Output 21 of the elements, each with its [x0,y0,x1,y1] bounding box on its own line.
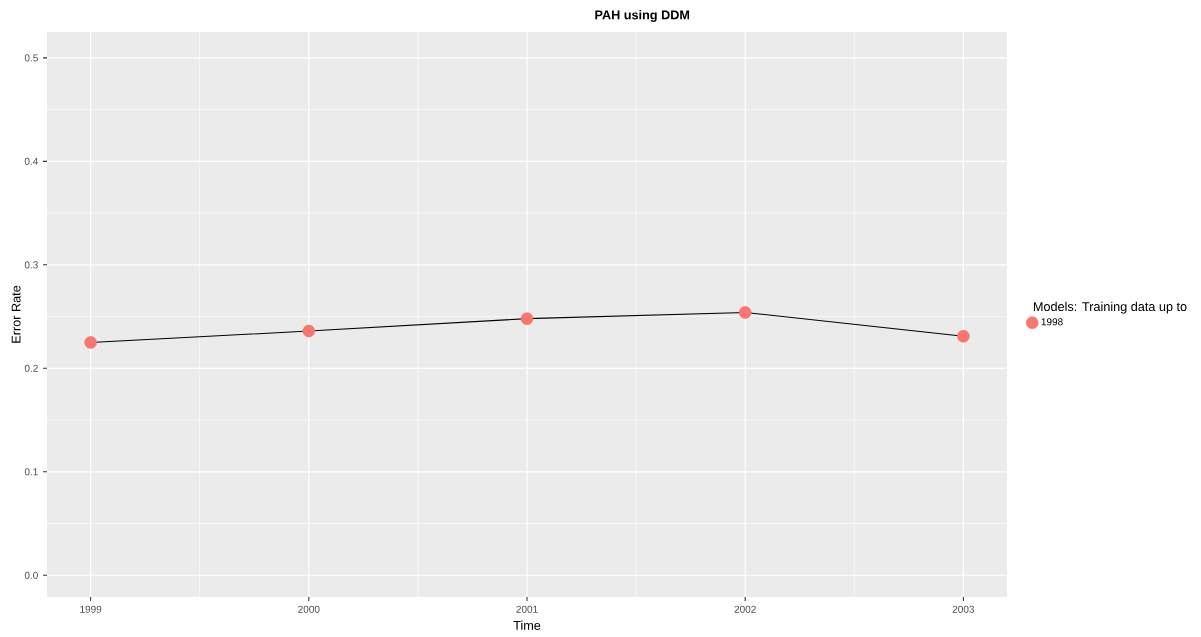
x-tick-label: 2000 [298,605,320,613]
y-tick-label: 0.0 [24,571,38,579]
x-axis-title: Time [513,620,541,630]
x-tick-label: 2003 [952,605,975,613]
y-tick-label: 0.1 [24,468,38,476]
x-tick-label: 2001 [516,605,538,613]
x-tick-label: 2002 [734,605,756,613]
x-tick-label: 1999 [80,605,102,613]
point [302,324,316,338]
y-tick-label: 0.2 [24,364,38,372]
y-tick-label: 0.5 [24,54,38,62]
point [738,306,752,319]
legend-label: 1998 [1041,318,1063,326]
point [957,329,970,343]
y-axis-title: Error Rate [11,285,21,343]
chart-title: PAH using DDM [595,10,690,22]
y-tick-label: 0.3 [24,261,38,269]
point [84,336,97,349]
point [520,312,534,325]
legend-title: Models: Training data up to [1033,301,1187,314]
y-tick-label: 0.4 [24,157,39,165]
